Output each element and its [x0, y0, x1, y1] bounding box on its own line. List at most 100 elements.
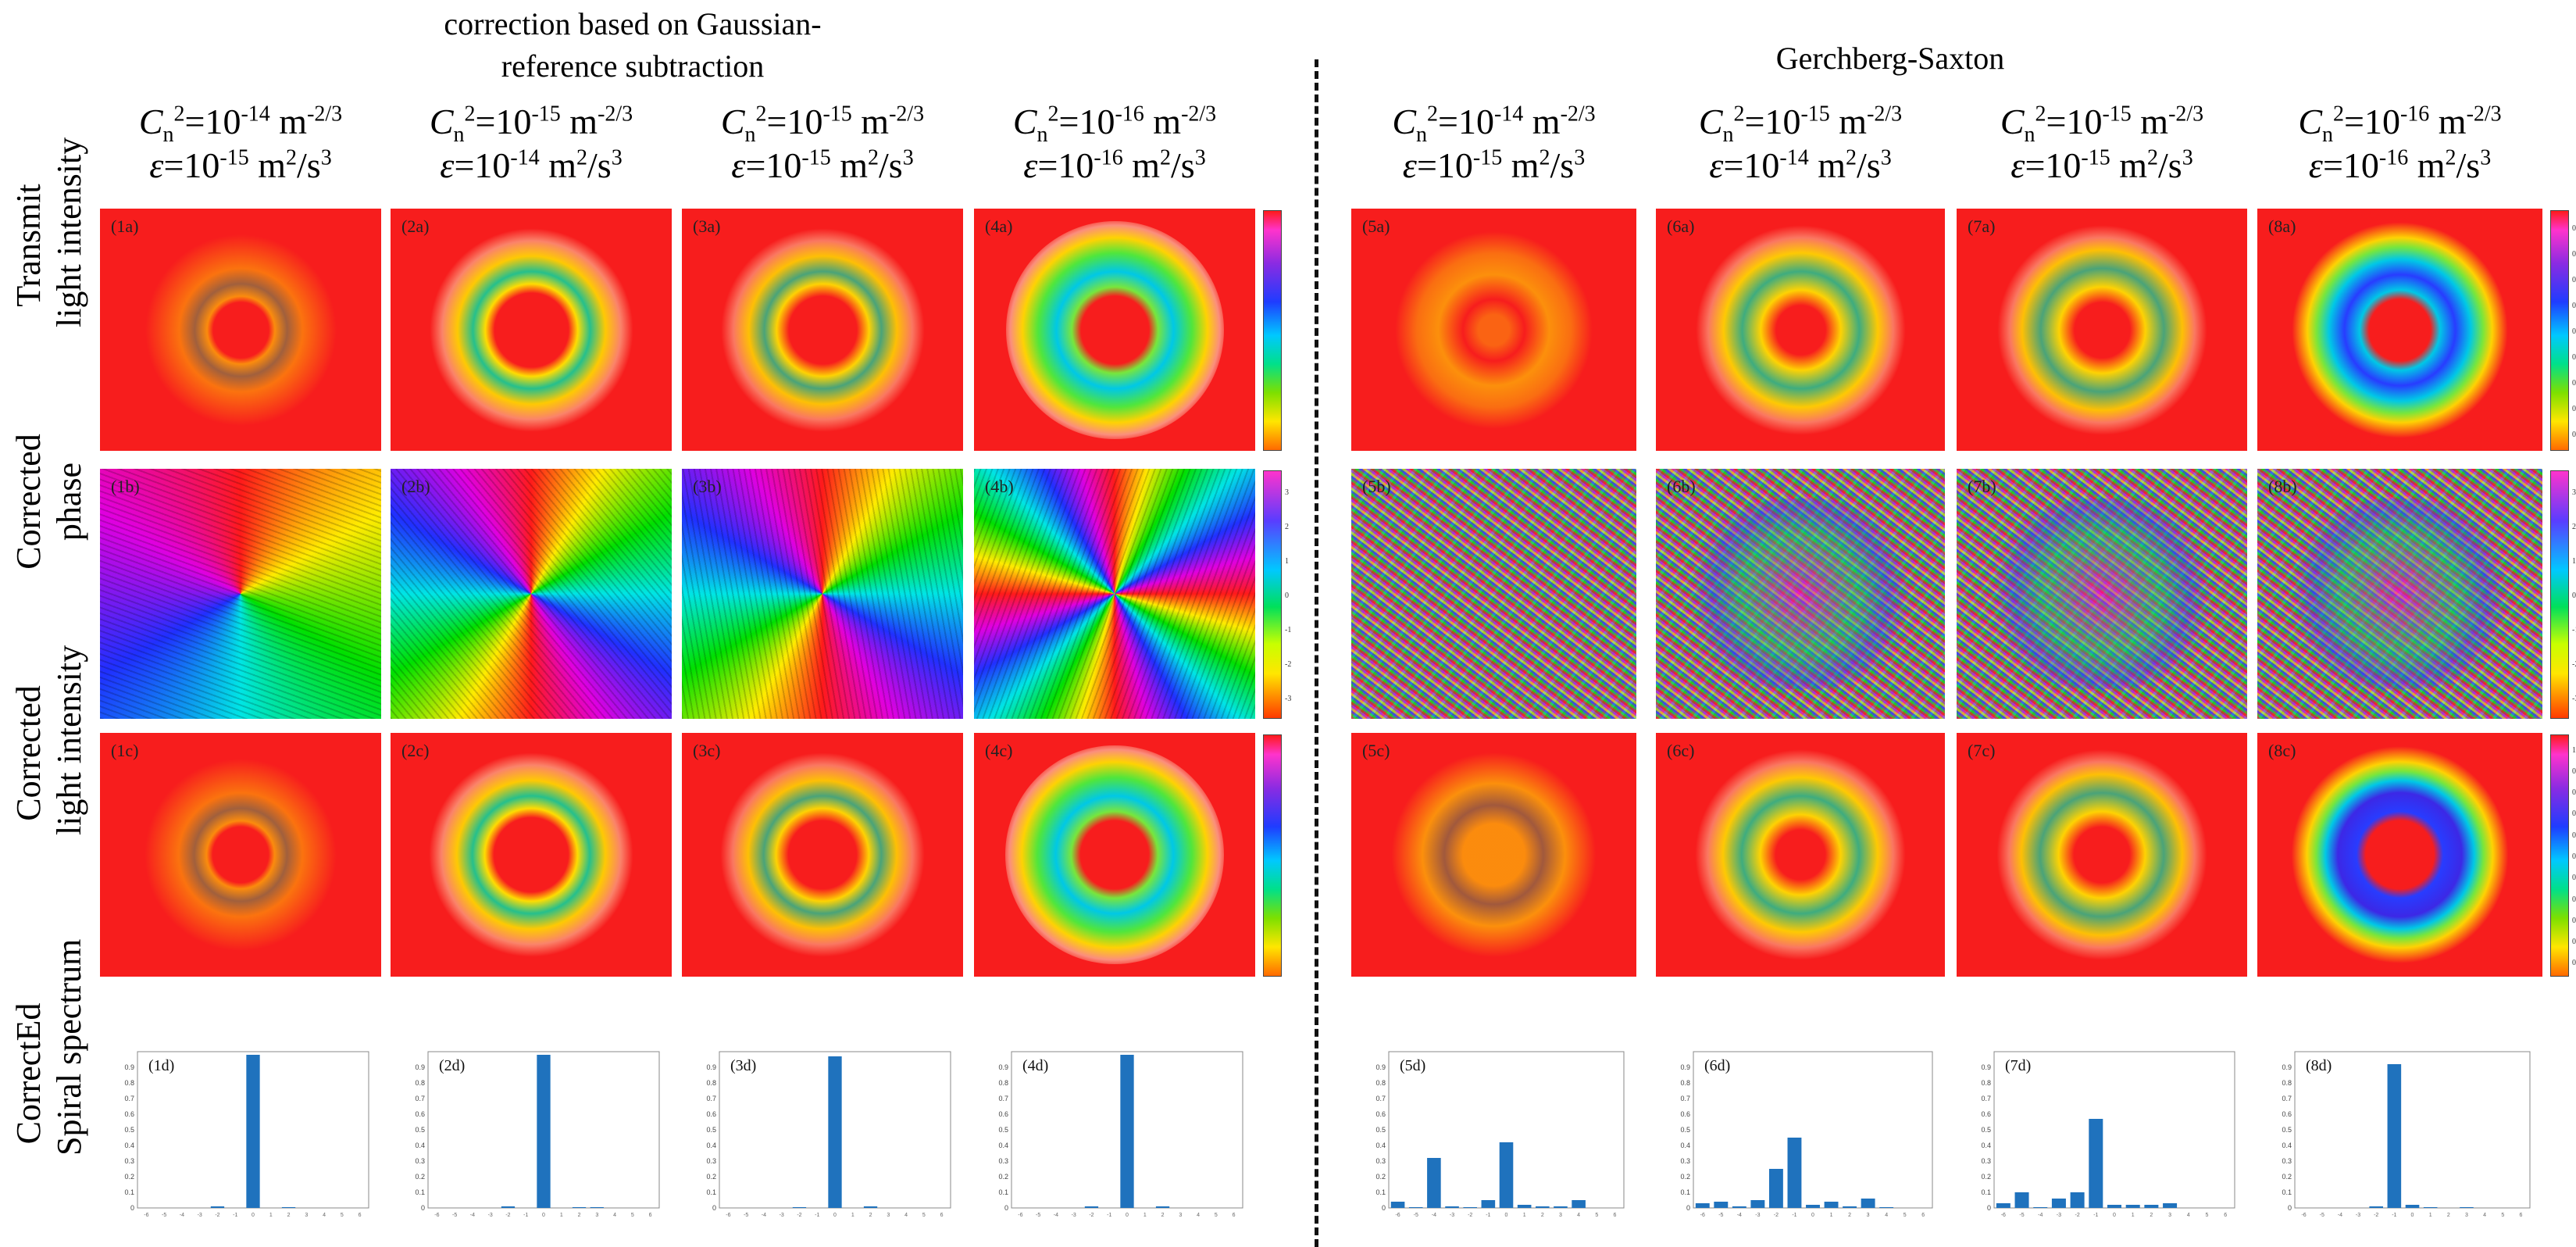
epsilon-unit-tail-sup: 3	[320, 145, 332, 170]
colorbar-tick-label: 0.2	[2572, 405, 2576, 414]
x-tick-label: 2	[869, 1213, 872, 1218]
epsilon-exponent: -16	[2378, 145, 2409, 170]
y-tick-label: 0.2	[1375, 1173, 1386, 1181]
intensity-panel: (7c)	[1957, 733, 2247, 977]
equals-ten: =10	[1416, 145, 1473, 185]
y-tick-label: 0.6	[1680, 1110, 1690, 1118]
y-tick-label: 0.2	[1680, 1173, 1690, 1181]
x-tick-label: -6	[2301, 1213, 2306, 1218]
y-tick-label: 0.1	[1981, 1188, 1991, 1196]
column-header: Cn2=10-14 m-2/3 ε=10-15 m2/s3	[77, 100, 405, 188]
chart-panel-tag: (7d)	[2005, 1057, 2031, 1074]
x-tick-label: 4	[323, 1213, 326, 1218]
colorbar-tick-label: 0.1	[2572, 431, 2576, 440]
colorbar-tick-label: 0.9	[2572, 766, 2576, 776]
epsilon-symbol: ε	[149, 145, 164, 185]
spectrum-bar	[281, 1207, 296, 1208]
x-tick-label: -4	[180, 1213, 184, 1218]
x-tick-label: -3	[488, 1213, 493, 1218]
x-tick-label: 6	[1233, 1213, 1236, 1218]
cn-subscript: n	[744, 123, 756, 148]
y-tick-label: 0.5	[1680, 1126, 1690, 1134]
x-tick-label: 2	[1161, 1213, 1165, 1218]
x-tick-label: -4	[1737, 1213, 1742, 1218]
x-tick-label: 3	[1179, 1213, 1182, 1218]
y-tick-label: 0.9	[1680, 1063, 1690, 1071]
epsilon-unit-tail: /s	[1857, 145, 1881, 185]
y-tick-label: 0.5	[998, 1126, 1008, 1134]
spiral-spectrum-chart: 0.9 0.8 0.7 0.6 0.5 0.4 0.3 0.2 0.1 0 -6 -5 -4 -3 -2 -1…	[406, 1045, 664, 1220]
beam-ring	[1005, 220, 1224, 439]
x-tick-label: 2	[578, 1213, 581, 1218]
cn-exponent: -16	[1115, 102, 1144, 127]
column-header: Cn2=10-16 m-2/3 ε=10-16 m2/s3	[951, 100, 1279, 188]
equals-ten: =10	[475, 102, 532, 141]
x-tick-label: -6	[1700, 1213, 1705, 1218]
y-tick-label: 0.4	[1680, 1142, 1690, 1149]
colorbar-tick-label: 1	[2572, 745, 2576, 755]
y-tick-label: 0.3	[998, 1157, 1008, 1165]
epsilon-unit: m	[548, 145, 576, 185]
epsilon-unit-sup: 2	[1846, 145, 1857, 170]
epsilon-formula: ε=10-16 m2/s3	[951, 144, 1279, 188]
epsilon-formula: ε=10-15 m2/s3	[658, 144, 987, 188]
spiral-spectrum-chart: 0.9 0.8 0.7 0.6 0.5 0.4 0.3 0.2 0.1 0 -6 -5 -4 -3 -2 -1…	[1972, 1045, 2239, 1220]
x-tick-label: -1	[2392, 1213, 2396, 1218]
x-tick-label: 5	[341, 1213, 344, 1218]
y-tick-label: 0.5	[706, 1126, 716, 1134]
epsilon-unit-sup: 2	[1539, 145, 1550, 170]
x-tick-label: -2	[215, 1213, 219, 1218]
x-tick-label: 0	[833, 1213, 837, 1218]
x-tick-label: -4	[762, 1213, 766, 1218]
y-tick-label: 0.4	[998, 1142, 1008, 1149]
x-tick-label: -2	[1468, 1213, 1472, 1218]
row-label-line2: light intensity	[50, 645, 88, 835]
y-tick-label: 0.3	[706, 1157, 716, 1165]
spectrum-bar	[1996, 1203, 2010, 1208]
epsilon-formula: ε=10-14 m2/s3	[1632, 144, 1968, 188]
spectrum-bar	[1390, 1202, 1405, 1208]
x-tick-label: -5	[1414, 1213, 1418, 1218]
cn-subscript: n	[453, 123, 465, 148]
beam-ring	[713, 220, 932, 439]
colorbar-tick-label: 0.3	[2572, 895, 2576, 904]
y-tick-label: 0.3	[1680, 1157, 1690, 1165]
x-tick-label: 4	[613, 1213, 616, 1218]
x-tick-label: -3	[2057, 1213, 2061, 1218]
y-tick-label: 0.3	[415, 1157, 425, 1165]
epsilon-unit-tail-sup: 3	[1880, 145, 1892, 170]
beam-ring	[1004, 745, 1225, 965]
spectrum-bar	[501, 1206, 516, 1208]
x-tick-label: -1	[815, 1213, 819, 1218]
colorbar-tick-label: 0	[2572, 591, 2576, 600]
plot-frame	[1693, 1051, 1933, 1209]
epsilon-symbol: ε	[1709, 145, 1724, 185]
x-tick-label: 2	[1541, 1213, 1544, 1218]
y-tick-label: 0.1	[2282, 1188, 2292, 1196]
panel-tag: (5a)	[1362, 216, 1390, 236]
panel-tag: (5b)	[1362, 477, 1391, 496]
cn-unit: m	[279, 102, 308, 141]
x-tick-label: -3	[780, 1213, 784, 1218]
spectrum-bar	[1824, 1202, 1839, 1208]
cn-unit-exponent: -2/3	[1867, 102, 1903, 127]
phase-noise-overlay	[391, 469, 672, 719]
cn2-formula: Cn2=10-15 m-2/3	[367, 100, 695, 148]
x-tick-label: -5	[162, 1213, 166, 1218]
panel-tag: (3c)	[693, 741, 721, 760]
spectrum-bar	[2070, 1192, 2085, 1208]
cn-symbol: C	[720, 102, 745, 141]
panel-tag: (4c)	[985, 741, 1013, 760]
bar-chart-svg: 0.9 0.8 0.7 0.6 0.5 0.4 0.3 0.2 0.1 0 -6 -5 -4 -3 -2 -1…	[1680, 1051, 1933, 1218]
y-tick-label: 0.6	[1375, 1110, 1386, 1118]
x-tick-label: 0	[2411, 1213, 2414, 1218]
cn-unit-exponent: -2/3	[889, 102, 925, 127]
intensity-panel: (3c)	[682, 733, 963, 977]
y-tick-label: 0.9	[1375, 1063, 1386, 1071]
row-label-line2: light intensity	[50, 137, 88, 327]
epsilon-symbol: ε	[2010, 145, 2025, 185]
y-tick-label: 0.4	[2282, 1142, 2292, 1149]
phase-noise-overlay	[682, 469, 963, 719]
epsilon-unit-tail-sup: 3	[902, 145, 914, 170]
beam-ring	[1993, 220, 2211, 439]
